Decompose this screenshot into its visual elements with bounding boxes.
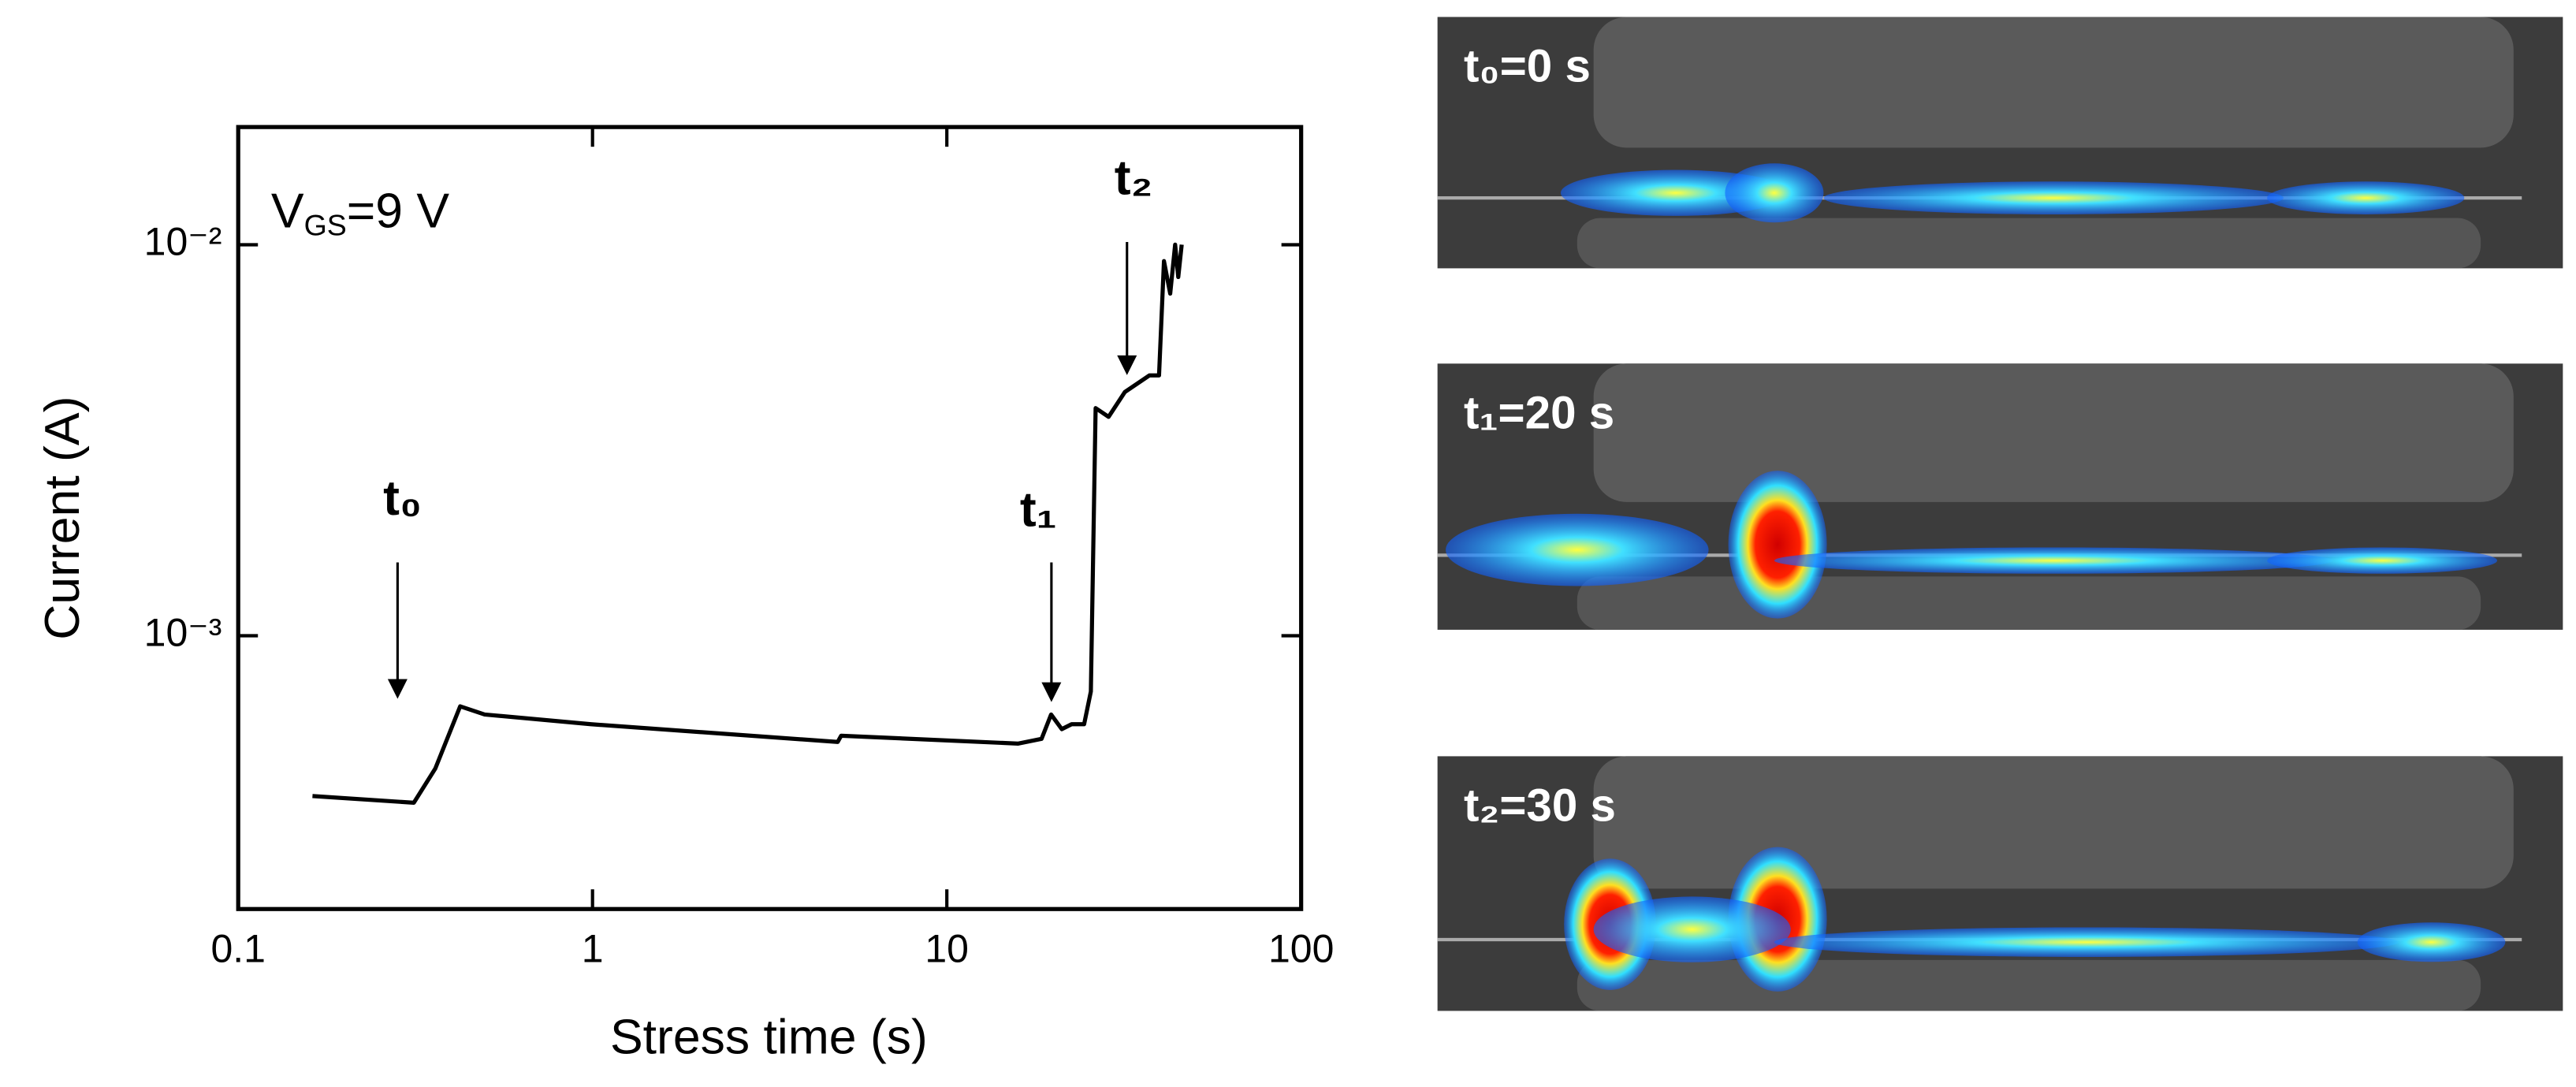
image-pad	[1593, 756, 2514, 889]
x-tick-label: 0.1	[210, 927, 266, 971]
image-pad	[1593, 363, 2514, 502]
emission-spot	[1593, 896, 1791, 962]
x-tick-label: 10	[925, 927, 969, 971]
arrow-head	[1117, 355, 1137, 375]
data-line	[312, 242, 1184, 805]
emission-spot	[1728, 471, 1827, 619]
annotation: VGS=9 V	[271, 183, 450, 241]
y-axis-title: Current (A)	[35, 396, 90, 640]
emission-spot	[2267, 547, 2497, 574]
y-tick-label: 10⁻³	[144, 611, 222, 655]
emission-spot	[1725, 163, 1824, 223]
emission-spot	[1823, 181, 2284, 214]
emission-spot	[2267, 181, 2465, 214]
annotation-sub: GS	[304, 208, 347, 241]
emission-spot	[1774, 547, 2333, 574]
image-label: t₂=30 s	[1464, 780, 1616, 832]
x-tick-label: 100	[1268, 927, 1334, 971]
x-axis-title: Stress time (s)	[610, 1009, 928, 1064]
stage-marker: t₀	[383, 471, 422, 526]
emission-spot	[2357, 922, 2506, 962]
image-label: t₀=0 s	[1464, 41, 1591, 92]
y-tick-label: 10⁻²	[144, 220, 222, 264]
emission-spot	[1774, 927, 2399, 957]
plot-frame	[236, 125, 1304, 911]
image-pad	[1576, 576, 2481, 630]
arrow-head	[387, 679, 408, 699]
annotation-main: V	[271, 183, 304, 238]
image-pad	[1593, 17, 2514, 148]
image-pad	[1576, 218, 2481, 269]
image-label: t₁=20 s	[1464, 387, 1614, 438]
stage-marker: t₁	[1020, 482, 1057, 537]
arrow-head	[1041, 682, 1062, 702]
image-pad	[1576, 959, 2481, 1011]
image-panels: t₀=0 s t₁=20 s t₂=30 s	[1437, 17, 2563, 1011]
x-tick-label: 1	[582, 927, 604, 971]
stage-marker: t₂	[1115, 150, 1153, 205]
annotation-tail: =9 V	[347, 183, 450, 238]
emission-spot	[1446, 513, 1709, 586]
